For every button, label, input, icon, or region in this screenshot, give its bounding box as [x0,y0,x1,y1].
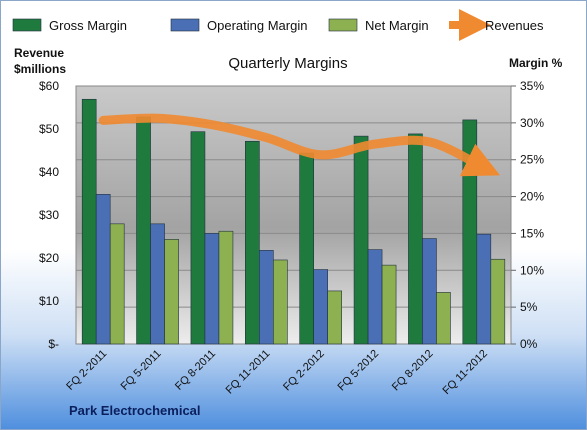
operating-margin-bar [422,238,437,345]
category-label: FQ 5-2012 [336,348,382,394]
right-axis-title: Margin % [509,56,563,70]
right-tick-label: 30% [520,116,544,130]
right-tick-label: 5% [520,300,538,314]
gross-margin-bar [408,133,423,345]
right-tick-label: 25% [520,153,544,167]
gross-margin-legend-label: Gross Margin [49,18,127,33]
operating-margin-bar [150,223,165,345]
operating-margin-bar [367,249,383,345]
left-tick-label: $30 [39,208,59,222]
category-label: FQ 8-2011 [173,348,218,393]
operating-margin-bar [313,269,328,345]
gross-margin-bar [81,98,97,345]
legend: Gross Margin Operating Margin Net Margin Re… [12,9,544,41]
net-margin-bar [273,259,288,345]
left-tick-label: $50 [39,122,59,136]
right-tick-label: 0% [520,337,538,351]
net-margin-legend-swatch [328,18,358,32]
right-tick-label: 20% [520,190,544,204]
left-tick-label: $60 [39,79,59,93]
category-label: FQ 8-2012 [390,348,436,394]
category-label: FQ 5-2011 [119,348,164,393]
revenues-line [98,113,501,177]
category-label: FQ 2-2011 [64,348,109,393]
net-margin-legend-label: Net Margin [365,18,429,33]
net-margin-bar [218,230,234,345]
net-margin-bar [164,239,179,345]
gross-margin-bar [136,116,151,345]
operating-margin-bar [95,194,111,345]
left-tick-label: $20 [39,251,59,265]
net-margin-bar [490,258,506,345]
left-tick-label: $- [48,337,59,351]
company-name: Park Electrochemical [69,403,201,418]
gross-margin-bar [245,140,260,345]
right-tick-label: 10% [520,263,544,277]
chart-title: Quarterly Margins [228,55,347,72]
revenues-legend-label: Revenues [485,18,544,33]
right-tick-label: 35% [520,79,544,93]
left-tick-label: $40 [39,165,59,179]
net-margin-bar [327,290,342,345]
revenue-line [98,113,501,177]
left-axis-title-line1: Revenue [14,46,64,60]
gross-margin-bar [190,131,206,345]
category-label: FQ 11-2011 [224,348,273,397]
operating-margin-bar [204,233,220,345]
net-margin-bar [109,223,125,345]
category-label: FQ 11-2012 [441,348,490,397]
operating-margin-legend-label: Operating Margin [207,18,307,33]
left-tick-label: $10 [39,294,59,308]
right-tick-label: 15% [520,226,544,240]
gross-margin-bar [353,135,369,345]
bars [81,98,506,345]
net-margin-bar [436,292,451,345]
gross-margin-bar [299,152,314,345]
operating-margin-legend-swatch [170,18,200,32]
left-axis-title-line2: $millions [14,62,66,76]
operating-margin-bar [259,250,274,345]
operating-margin-bar [476,233,492,345]
gross-margin-legend-swatch [12,18,42,32]
category-label: FQ 2-2012 [281,348,327,394]
net-margin-bar [381,264,397,345]
